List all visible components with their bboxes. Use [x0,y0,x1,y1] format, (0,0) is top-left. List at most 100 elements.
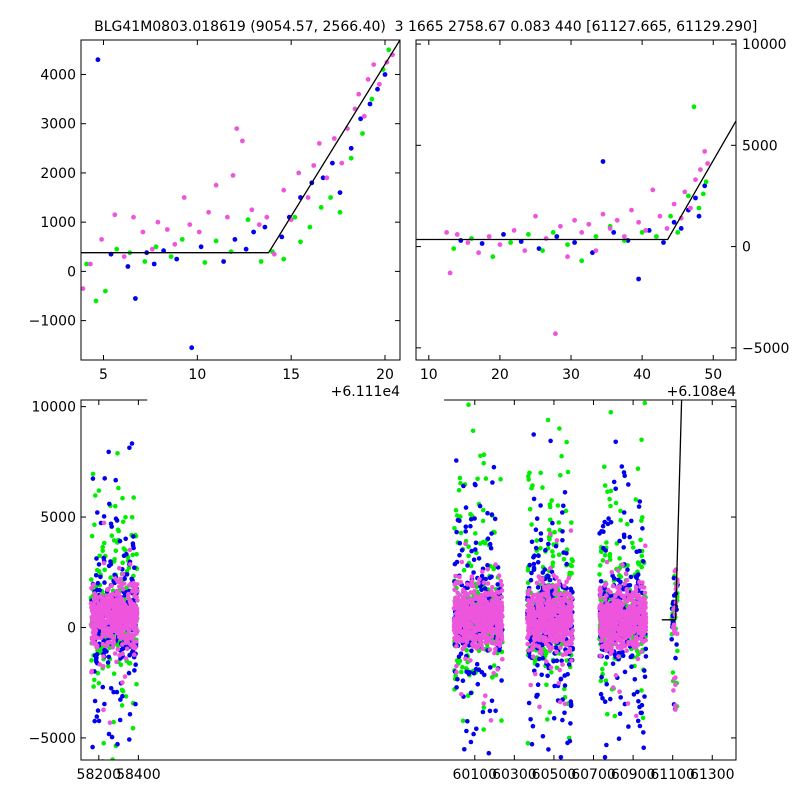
bottom-point-blue [621,510,627,515]
bottom-point-blue [627,583,633,588]
tr-point-pink [629,207,634,213]
tr-point-blue [671,219,677,225]
bottom-point-pink [459,616,464,622]
tl-xtick-label: 20 [376,367,394,383]
tr-point-green [469,236,474,241]
bottom-point-blue [120,693,125,699]
bottom-point-green [108,575,113,580]
bottom-point-green [120,689,126,694]
bottom-point-blue [479,573,485,579]
bottom-point-pink [529,646,535,652]
bottom-point-pink [118,605,123,611]
bottom-point-blue [531,496,537,502]
bottom-point-pink [101,622,107,628]
bottom-point-green [550,549,555,554]
bottom-point-blue [673,655,678,661]
tl-point-pink [296,170,302,176]
top-right-chart: 10 20 30 40 50 −5000 0 5000 10000 +6.108e4 [415,37,789,400]
bottom-point-blue [457,553,462,558]
bottom-point-pink [620,626,625,632]
bottom-point-pink [101,707,106,713]
bottom-point-blue [567,738,573,744]
bottom-point-blue [124,572,130,577]
bottom-point-blue [632,677,638,682]
bottom-point-green [91,684,96,689]
bottom-point-pink [104,632,109,638]
bottom-point-pink [469,574,475,579]
bottom-point-green [123,515,128,520]
bottom-point-green [464,648,470,653]
bottom-point-pink [91,596,97,602]
tr-point-blue [661,240,666,245]
bottom-point-pink [104,614,110,619]
bottom-point-pink [109,583,114,588]
bottom-point-pink [639,598,644,604]
bottom-point-pink [537,592,543,597]
bottom-point-blue [95,708,101,713]
bottom-point-blue [529,539,535,545]
bottom-point-pink [569,599,574,605]
bottom-point-blue [483,576,489,582]
b-model-line-path [661,400,683,621]
bottom-point-pink [471,635,477,641]
tr-point-blue [536,246,542,252]
bottom-point-pink [493,646,498,652]
tr-ytick-label: 5000 [742,138,778,154]
bottom-point-green [454,658,460,663]
bottom-point-green [631,545,636,550]
bottom-point-pink [105,640,110,645]
bottom-point-pink [89,623,95,629]
bottom-point-pink [598,616,603,621]
bottom-point-green [115,527,121,533]
bottom-point-blue [454,685,459,690]
bottom-point-pink [492,650,497,656]
bottom-point-pink [634,713,639,719]
bottom-point-pink [557,623,563,628]
tr-point-green [593,234,599,239]
bottom-point-blue [473,547,478,552]
bottom-point-green [526,473,531,479]
bottom-point-blue [642,674,648,680]
bottom-point-blue [531,565,537,571]
bottom-point-pink [100,595,105,600]
bottom-point-green [538,546,543,551]
bottom-point-blue [538,784,543,789]
bottom-point-blue [560,717,565,723]
tr-point-pink [593,248,599,254]
tl-point-green [292,214,298,220]
bottom-point-green [635,792,640,797]
bottom-point-pink [557,601,563,606]
bottom-point-green [110,757,115,760]
tr-point-blue [479,241,485,246]
bottom-point-pink [120,572,126,577]
bottom-point-blue [468,739,474,745]
bottom-point-pink [622,581,627,587]
bottom-point-green [89,533,95,539]
bottom-point-blue [669,637,674,642]
bottom-point-blue [608,696,613,702]
bottom-point-pink [560,596,566,602]
bottom-point-green [538,470,543,476]
bottom-point-pink [536,606,541,611]
bottom-point-green [481,452,487,458]
bottom-point-pink [457,574,462,580]
bottom-point-pink [460,612,466,618]
bottom-point-blue [90,744,95,750]
bottom-point-blue [598,579,604,584]
bottom-point-blue [527,562,532,568]
tr-xtick-label: 30 [562,367,580,383]
bottom-point-pink [482,596,488,602]
bottom-point-blue [635,689,640,695]
bottom-point-pink [135,588,140,594]
bottom-point-pink [613,673,619,678]
bottom-point-blue [476,556,482,561]
tl-point-pink [187,222,193,228]
bottom-point-green [548,517,553,523]
bottom-point-blue [454,529,459,535]
bottom-point-blue [113,477,118,483]
tl-point-blue [198,244,204,250]
bottom-point-green [565,469,571,475]
bottom-point-green [544,682,549,688]
bottom-point-pink [117,594,123,600]
tl-point-green [369,96,375,102]
